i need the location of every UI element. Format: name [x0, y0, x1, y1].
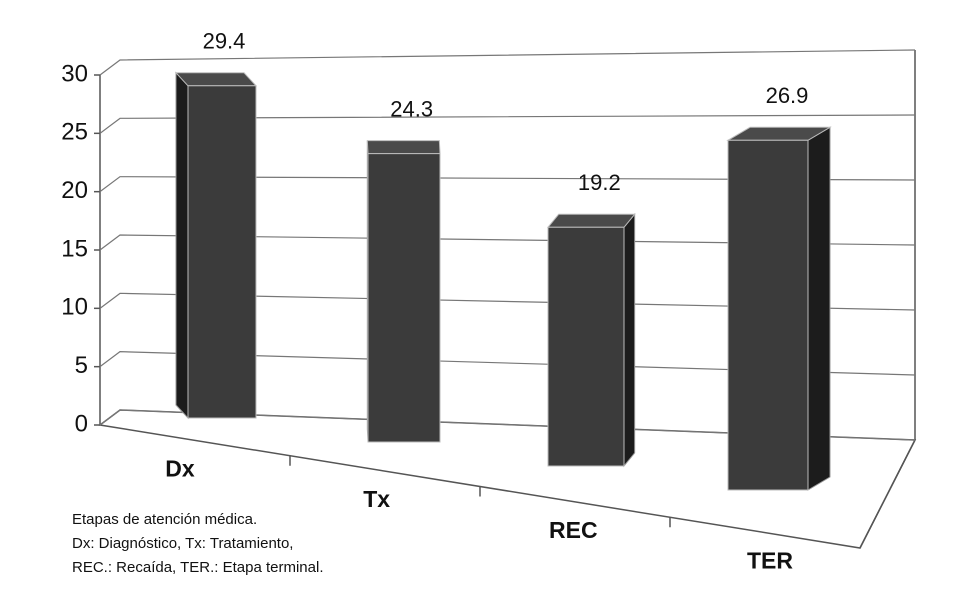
- x-tick-label: TER: [747, 548, 793, 574]
- bar-front: [367, 153, 441, 443]
- bar-side: [807, 126, 831, 491]
- y-tick-label: 15: [61, 235, 88, 262]
- bar: [366, 140, 441, 443]
- y-tick-label: 20: [61, 177, 88, 204]
- bar: [546, 212, 636, 468]
- value-label: 29.4: [203, 29, 246, 54]
- y-tick-label: 25: [61, 119, 88, 146]
- bar-top: [174, 72, 258, 87]
- bar-front: [187, 85, 257, 419]
- note: Etapas de atención médica.: [72, 511, 257, 528]
- note: REC.: Recaída, TER.: Etapa terminal.: [72, 559, 324, 576]
- bar: [726, 126, 832, 491]
- grid-line: [99, 234, 916, 251]
- grid-line: [99, 49, 916, 76]
- bar-side: [175, 71, 189, 420]
- bar-top: [546, 213, 636, 228]
- bar: [174, 71, 258, 420]
- note: Dx: Diagnóstico, Tx: Tratamiento,: [72, 535, 293, 552]
- value-label: 24.3: [390, 96, 433, 121]
- bar-front: [727, 139, 809, 491]
- grid-line: [99, 176, 916, 193]
- grid-line: [99, 409, 916, 441]
- bar-front: [547, 226, 625, 467]
- y-tick-label: 10: [61, 294, 88, 321]
- bar-side: [623, 212, 636, 468]
- y-tick-label: 5: [75, 352, 88, 379]
- grid-line: [99, 351, 916, 376]
- x-tick-label: Dx: [165, 455, 195, 481]
- bar-top: [366, 140, 441, 155]
- grid-line: [99, 114, 916, 134]
- value-label: 26.9: [766, 83, 809, 108]
- value-label: 19.2: [578, 170, 621, 195]
- x-tick-label: Tx: [363, 486, 390, 512]
- x-tick-label: REC: [549, 517, 598, 543]
- y-tick-label: 0: [75, 410, 88, 437]
- grid-line: [99, 292, 916, 311]
- y-tick-label: 30: [61, 60, 88, 87]
